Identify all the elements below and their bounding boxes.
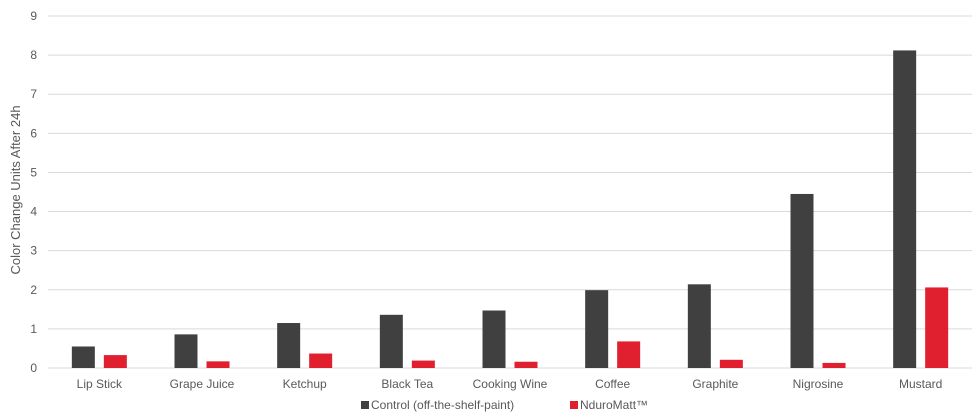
bar-control	[277, 323, 301, 368]
bars	[71, 50, 949, 368]
bar-control	[482, 310, 506, 368]
y-tick-label: 4	[30, 205, 37, 219]
y-tick-label: 9	[30, 9, 37, 23]
bar-nduromatt	[822, 362, 846, 368]
bar-control	[893, 50, 917, 368]
y-tick-label: 1	[30, 322, 37, 336]
bar-nduromatt	[925, 287, 949, 368]
category-label: Lip Stick	[77, 377, 123, 391]
bar-control	[687, 284, 711, 368]
category-label: Coffee	[595, 377, 630, 391]
y-tick-label: 2	[30, 283, 37, 297]
y-tick-label: 0	[30, 361, 37, 375]
bar-nduromatt	[514, 361, 538, 368]
y-tick-label: 8	[30, 48, 37, 62]
bar-control	[585, 290, 609, 368]
bar-nduromatt	[206, 361, 230, 368]
y-tick-label: 6	[30, 126, 37, 140]
legend-label: NduroMatt™	[580, 398, 648, 412]
category-label: Mustard	[899, 377, 942, 391]
y-tick-label: 3	[30, 244, 37, 258]
legend-swatch	[570, 401, 578, 409]
bar-control	[71, 346, 95, 368]
bar-nduromatt	[719, 359, 743, 368]
category-label: Ketchup	[283, 377, 327, 391]
bar-nduromatt	[103, 355, 127, 368]
y-tick-label: 7	[30, 87, 37, 101]
category-label: Nigrosine	[793, 377, 844, 391]
bar-control	[379, 314, 403, 368]
category-label: Black Tea	[381, 377, 433, 391]
bar-nduromatt	[617, 341, 641, 368]
legend-label: Control (off-the-shelf-paint)	[371, 398, 514, 412]
y-tick-label: 5	[30, 165, 37, 179]
y-axis-label: Color Change Units After 24h	[8, 105, 23, 274]
x-axis-categories: Lip Stick Grape Juice Ketchup Black Tea Cook…	[77, 377, 943, 391]
category-label: Graphite	[692, 377, 738, 391]
category-label: Grape Juice	[170, 377, 235, 391]
bar-nduromatt	[411, 360, 435, 368]
bar-control	[174, 334, 198, 368]
bar-control	[790, 193, 814, 368]
bar-nduromatt	[309, 353, 333, 368]
category-label: Cooking Wine	[473, 377, 548, 391]
legend: Control (off-the-shelf-paint) NduroMatt™	[361, 398, 648, 412]
gridlines	[48, 15, 972, 369]
y-axis-ticks: 0 1 2 3 4 5 6 7 8 9	[30, 9, 37, 375]
legend-swatch	[361, 401, 369, 409]
